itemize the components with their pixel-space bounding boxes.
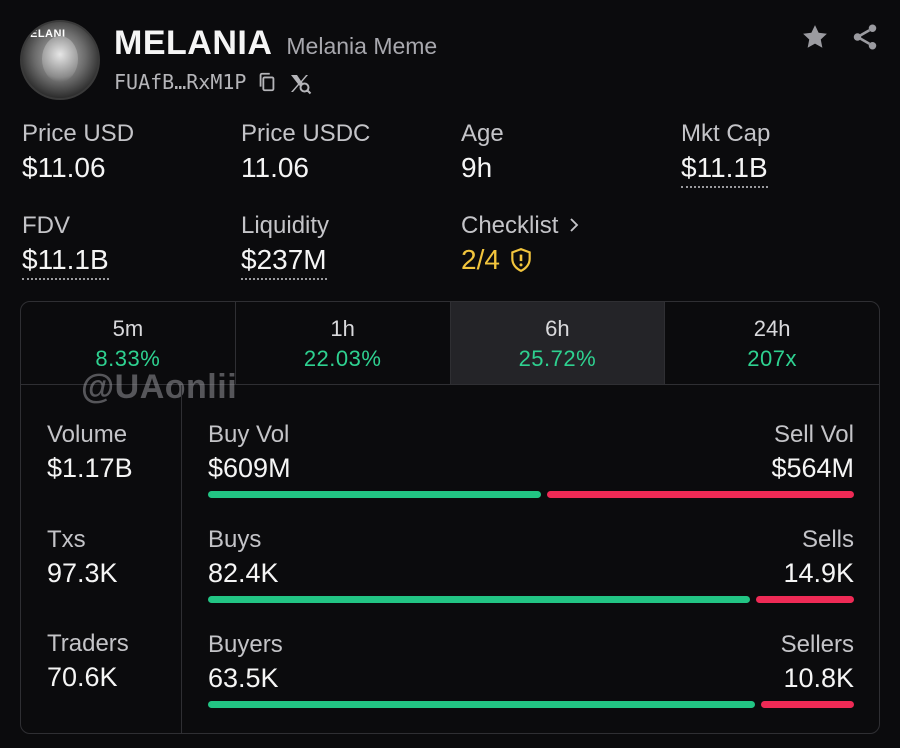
summary-label: Txs — [47, 526, 86, 553]
tab-change: 8.33% — [95, 346, 161, 371]
chevron-right-icon — [570, 218, 579, 232]
avatar-portrait — [42, 36, 78, 82]
x-search-icon[interactable] — [288, 71, 312, 95]
token-header: ELANI MELANIA Melania Meme FUAfB…RxM1P — [20, 20, 880, 100]
row-left: Buy Vol $609M — [208, 421, 291, 484]
summary-value: 70.6K — [47, 662, 118, 692]
tab-5m[interactable]: 5m 8.33% — [21, 302, 236, 384]
summary-value: $1.17B — [47, 453, 133, 483]
buyers-value: 63.5K — [208, 663, 279, 693]
token-ticker: MELANIA — [114, 24, 273, 62]
stat-price-usdc: Price USDC 11.06 — [241, 120, 441, 184]
stat-label: Age — [461, 120, 504, 147]
star-icon[interactable] — [800, 22, 830, 57]
stat-fdv[interactable]: FDV $11.1B — [22, 212, 222, 280]
sells-value: 14.9K — [783, 558, 854, 588]
buy-vol-label: Buy Vol — [208, 421, 290, 448]
row-right: Sell Vol $564M — [771, 421, 854, 484]
tab-label: 5m — [112, 316, 144, 341]
sell-vol-label: Sell Vol — [773, 421, 854, 448]
timeframe-tabs: 5m 8.33% 1h 22.03% 6h 25.72% 24h 207x — [21, 302, 879, 385]
row-volume: Buy Vol $609M Sell Vol $564M — [208, 421, 854, 501]
summary-txs: Txs 97.3K — [47, 526, 118, 589]
sells-label: Sells — [801, 526, 854, 553]
stat-label[interactable]: Checklist — [461, 212, 559, 239]
checklist-value-row: 2/4 — [461, 244, 701, 276]
stat-value[interactable]: $237M — [241, 244, 327, 280]
tab-change: 207x — [747, 346, 797, 371]
tab-1h[interactable]: 1h 22.03% — [236, 302, 451, 384]
share-icon[interactable] — [850, 22, 880, 57]
stat-label: Liquidity — [241, 212, 330, 239]
stat-mkt-cap[interactable]: Mkt Cap $11.1B — [681, 120, 881, 188]
sell-bar — [756, 596, 854, 603]
stat-label: FDV — [22, 212, 70, 239]
stat-value: 11.06 — [241, 152, 309, 183]
buys-label: Buys — [208, 526, 262, 553]
token-avatar[interactable]: ELANI — [20, 20, 100, 100]
row-right: Sellers 10.8K — [781, 631, 854, 694]
shield-warning-icon — [511, 248, 531, 273]
sell-vol-value: $564M — [771, 453, 854, 483]
buy-bar — [208, 491, 541, 498]
checklist-value: 2/4 — [461, 244, 500, 275]
summary-label: Volume — [47, 421, 128, 448]
tab-6h[interactable]: 6h 25.72% — [450, 302, 666, 384]
summary-value: 97.3K — [47, 558, 118, 588]
row-right: Sells 14.9K — [783, 526, 854, 589]
stat-age: Age 9h — [461, 120, 661, 184]
stat-label: Mkt Cap — [681, 120, 771, 147]
title-row: MELANIA Melania Meme — [114, 24, 437, 63]
sell-bar — [761, 701, 854, 708]
header-actions — [800, 22, 880, 57]
buyers-label: Buyers — [208, 631, 283, 658]
summary-traders: Traders 70.6K — [47, 630, 129, 693]
summary-column: Volume $1.17B Txs 97.3K Traders 70.6K — [21, 385, 182, 733]
activity-panel: 5m 8.33% 1h 22.03% 6h 25.72% 24h 207x @U… — [20, 301, 880, 734]
stat-value: 9h — [461, 152, 493, 183]
stat-value[interactable]: $11.1B — [22, 244, 109, 280]
stat-label: Price USD — [22, 120, 135, 147]
row-txs: Buys 82.4K Sells 14.9K — [208, 526, 854, 606]
tab-change: 22.03% — [303, 346, 382, 371]
token-name: Melania Meme — [286, 33, 438, 59]
stat-liquidity[interactable]: Liquidity $237M — [241, 212, 441, 280]
stat-value[interactable]: $11.1B — [681, 152, 768, 188]
tab-change: 25.72% — [518, 346, 597, 371]
sellers-label: Sellers — [780, 631, 854, 658]
checklist-label-row[interactable]: Checklist — [461, 212, 701, 240]
token-address[interactable]: FUAfB…RxM1P — [114, 70, 247, 94]
stat-value: $11.06 — [22, 152, 106, 183]
stat-checklist[interactable]: Checklist 2/4 — [461, 212, 701, 276]
buy-bar — [208, 596, 750, 603]
tab-label: 1h — [330, 316, 355, 341]
sellers-value: 10.8K — [783, 663, 854, 693]
sell-bar — [547, 491, 854, 498]
tab-label: 24h — [753, 316, 791, 341]
stat-label: Price USDC — [241, 120, 371, 147]
row-traders: Buyers 63.5K Sellers 10.8K — [208, 631, 854, 711]
buy-bar — [208, 701, 755, 708]
summary-volume: Volume $1.17B — [47, 421, 133, 484]
address-row: FUAfB…RxM1P — [114, 70, 312, 95]
buy-vol-value: $609M — [208, 453, 291, 483]
row-left: Buyers 63.5K — [208, 631, 283, 694]
row-left: Buys 82.4K — [208, 526, 279, 589]
watermark: @UAonlii — [81, 368, 238, 406]
tab-24h[interactable]: 24h 207x — [665, 302, 879, 384]
buys-value: 82.4K — [208, 558, 279, 588]
stat-price-usd: Price USD $11.06 — [22, 120, 222, 184]
tab-label: 6h — [545, 316, 570, 341]
copy-icon[interactable] — [256, 71, 278, 93]
summary-label: Traders — [47, 630, 129, 657]
